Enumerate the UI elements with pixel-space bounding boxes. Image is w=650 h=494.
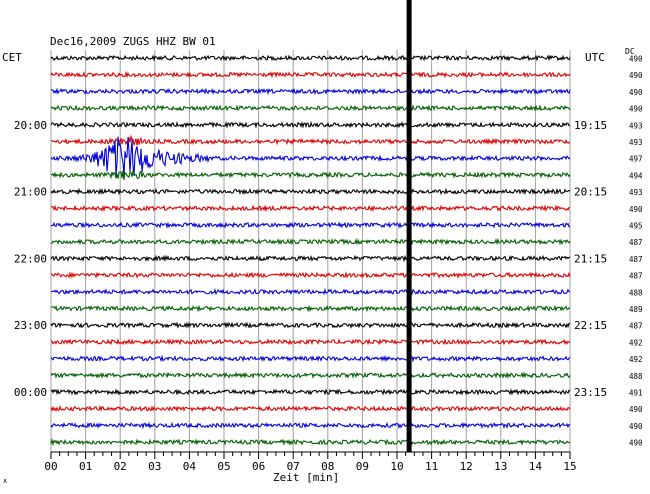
x-tick-label: 15: [563, 460, 576, 473]
x-tick-label: 11: [425, 460, 438, 473]
x-tick-label: 04: [183, 460, 197, 473]
trace-line: [50, 371, 571, 380]
trace-line: [50, 170, 571, 181]
trace-line: [50, 287, 571, 296]
right-time-label: 19:15: [574, 119, 607, 132]
x-tick-label: 01: [79, 460, 92, 473]
x-axis-label: Zeit [min]: [273, 471, 340, 484]
dc-column-label: DC: [625, 47, 635, 56]
left-timezone-label: CET: [2, 51, 22, 64]
dc-offset-value: 490: [629, 105, 643, 114]
corner-mark: ∧: [3, 477, 8, 485]
chart-title: Dec16,2009 ZUGS HHZ BW 01: [50, 35, 216, 48]
x-tick-label: 08: [321, 460, 334, 473]
trace-line: [50, 271, 571, 280]
trace-line: [50, 304, 571, 313]
left-time-label: 20:00: [14, 119, 47, 132]
trace-line: [50, 136, 571, 177]
trace-line: [50, 70, 571, 79]
trace-line: [50, 134, 571, 146]
x-tick-label: 09: [356, 460, 369, 473]
trace-line: [50, 404, 571, 413]
left-time-label: 21:00: [14, 186, 47, 199]
dc-offset-value: 490: [629, 405, 643, 414]
time-axis: 00 01 02 03 04 05 06 07 08 09 10 11 12 13 14 15: [44, 451, 577, 473]
left-time-label: 00:00: [14, 386, 47, 399]
right-timezone-label: UTC: [585, 51, 605, 64]
trace-line: [50, 421, 571, 430]
x-tick-label: 13: [494, 460, 507, 473]
minute-grid: [50, 50, 571, 452]
dc-offset-value: 490: [629, 205, 643, 214]
data-gap-bar: [406, 0, 412, 452]
x-tick-label: 12: [460, 460, 473, 473]
x-tick-label: 14: [529, 460, 543, 473]
dc-offset-value: 494: [629, 171, 643, 180]
trace-line: [50, 187, 571, 196]
dc-offset-value: 488: [629, 288, 643, 297]
dc-offset-value: 490: [629, 55, 643, 64]
dc-offset-value: 489: [629, 305, 643, 314]
trace-line: [50, 120, 571, 129]
trace-line: [50, 237, 571, 246]
dc-offset-value: 490: [629, 439, 643, 448]
dc-offset-value: 492: [629, 338, 643, 347]
dc-offset-value: 490: [629, 422, 643, 431]
dc-offset-value: 490: [629, 71, 643, 80]
dc-offset-value: 487: [629, 322, 643, 331]
right-time-label: 20:15: [574, 186, 607, 199]
dc-offset-value: 497: [629, 155, 643, 164]
x-tick-label: 02: [114, 460, 127, 473]
trace-line: [50, 204, 571, 213]
trace-line: [50, 221, 571, 229]
trace-line: [50, 438, 571, 447]
trace-line: [50, 321, 571, 330]
trace-line: [50, 254, 571, 263]
dc-offset-value: 487: [629, 238, 643, 247]
data-gap-marker: [406, 0, 412, 452]
x-tick-label: 06: [252, 460, 265, 473]
dc-offset-value: 493: [629, 121, 643, 130]
dc-offset-value: 487: [629, 272, 643, 281]
dc-offset-value: 490: [629, 88, 643, 97]
trace-line: [51, 87, 571, 96]
dc-offset-value: 492: [629, 355, 643, 364]
dc-offset-value: 487: [629, 255, 643, 264]
right-time-label: 23:15: [574, 386, 607, 399]
x-tick-label: 00: [44, 460, 57, 473]
dc-offset-value: 491: [629, 389, 643, 398]
trace-line: [50, 54, 571, 62]
dc-offset-value: 493: [629, 188, 643, 197]
trace-time-labels: 20:00 21:00 22:00 23:00 00:00 19:15 20:15 21:15…: [14, 119, 607, 399]
trace-line: [50, 354, 571, 363]
x-tick-label: 05: [217, 460, 230, 473]
trace-line: [50, 388, 571, 396]
dc-offset-value: 488: [629, 372, 643, 381]
x-tick-label: 07: [287, 460, 300, 473]
x-tick-label: 03: [148, 460, 161, 473]
trace-line: [50, 337, 571, 346]
left-time-label: 23:00: [14, 319, 47, 332]
dc-offset-value: 495: [629, 222, 643, 231]
dc-offset-value: 493: [629, 138, 643, 147]
trace-line: [50, 104, 571, 112]
left-time-label: 22:00: [14, 252, 47, 265]
right-time-label: 22:15: [574, 319, 607, 332]
x-tick-label: 10: [390, 460, 403, 473]
right-time-label: 21:15: [574, 252, 607, 265]
seismic-traces: 490 490 490 490 493 493 497 494 493 490 495 487 487 4…: [50, 54, 643, 448]
